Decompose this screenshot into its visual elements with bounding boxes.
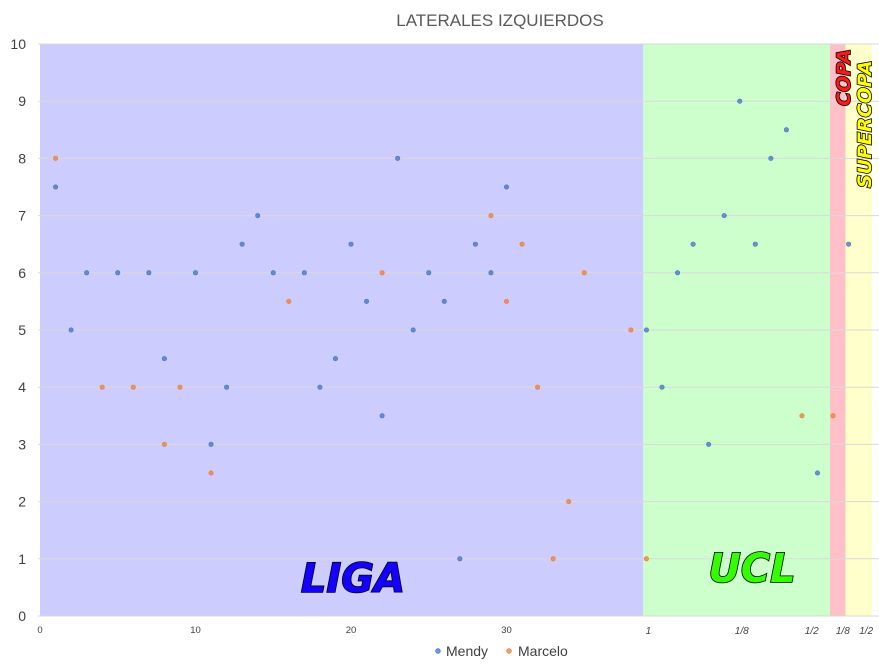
point-marcelo — [379, 270, 385, 276]
point-marcelo — [503, 298, 509, 304]
point-mendy — [301, 270, 307, 276]
y-tick-label: 5 — [18, 322, 26, 338]
point-mendy — [690, 241, 696, 247]
point-marcelo — [99, 384, 105, 390]
band-label-liga: LIGA — [301, 556, 405, 602]
point-mendy — [348, 241, 354, 247]
point-mendy — [395, 155, 401, 161]
point-marcelo — [519, 241, 525, 247]
point-mendy — [503, 184, 509, 190]
point-mendy — [255, 213, 261, 219]
point-marcelo — [628, 327, 634, 333]
point-mendy — [441, 298, 447, 304]
point-marcelo — [161, 441, 167, 447]
chart-title: LATERALES IZQUIERDOS — [396, 11, 604, 30]
point-mendy — [488, 270, 494, 276]
point-mendy — [317, 384, 323, 390]
point-mendy — [84, 270, 90, 276]
point-mendy — [457, 556, 463, 562]
point-marcelo — [177, 384, 183, 390]
legend-marker-marcelo — [506, 648, 512, 654]
stage-tick-label: 1/2 — [805, 626, 819, 637]
y-tick-label: 7 — [18, 208, 26, 224]
point-marcelo — [643, 556, 649, 562]
point-mendy — [472, 241, 478, 247]
point-mendy — [115, 270, 121, 276]
point-marcelo — [566, 499, 572, 505]
legend-label-mendy: Mendy — [446, 643, 488, 659]
y-tick-label: 3 — [18, 436, 26, 452]
point-mendy — [721, 213, 727, 219]
point-mendy — [737, 98, 743, 104]
point-mendy — [426, 270, 432, 276]
point-mendy — [379, 413, 385, 419]
stage-tick-label: 1 — [646, 626, 652, 637]
point-marcelo — [286, 298, 292, 304]
point-mendy — [68, 327, 74, 333]
y-tick-label: 8 — [18, 150, 26, 166]
point-mendy — [643, 327, 649, 333]
x-tick-label: 20 — [346, 625, 357, 636]
point-mendy — [659, 384, 665, 390]
point-marcelo — [830, 413, 836, 419]
point-mendy — [146, 270, 152, 276]
point-marcelo — [550, 556, 556, 562]
y-tick-label: 10 — [10, 36, 26, 52]
point-marcelo — [581, 270, 587, 276]
stage-tick-label: 1/2 — [859, 626, 873, 637]
point-mendy — [270, 270, 276, 276]
x-tick-label: 10 — [190, 625, 201, 636]
point-mendy — [224, 384, 230, 390]
point-marcelo — [535, 384, 541, 390]
y-tick-label: 1 — [18, 551, 26, 567]
point-marcelo — [130, 384, 136, 390]
stage-tick-label: 1/8 — [836, 626, 850, 637]
y-tick-label: 6 — [18, 265, 26, 281]
point-mendy — [364, 298, 370, 304]
y-tick-label: 0 — [18, 608, 26, 624]
band-label-supercopa: SUPERCOPA — [854, 60, 876, 188]
y-tick-label: 9 — [18, 93, 26, 109]
x-tick-label: 0 — [37, 625, 42, 636]
y-tick-label: 2 — [18, 494, 26, 510]
point-mendy — [239, 241, 245, 247]
point-mendy — [675, 270, 681, 276]
point-mendy — [53, 184, 59, 190]
point-mendy — [752, 241, 758, 247]
x-tick-label: 30 — [501, 625, 512, 636]
band-label-copa: COPA — [833, 49, 855, 106]
point-marcelo — [799, 413, 805, 419]
point-mendy — [410, 327, 416, 333]
point-mendy — [846, 241, 852, 247]
point-mendy — [706, 441, 712, 447]
point-mendy — [161, 356, 167, 362]
point-marcelo — [488, 213, 494, 219]
y-tick-label: 4 — [18, 379, 26, 395]
point-mendy — [768, 155, 774, 161]
point-mendy — [193, 270, 199, 276]
point-mendy — [814, 470, 820, 476]
stage-tick-label: 1/8 — [735, 626, 749, 637]
point-mendy — [332, 356, 338, 362]
point-mendy — [208, 441, 214, 447]
legend-marker-mendy — [435, 648, 441, 654]
point-marcelo — [208, 470, 214, 476]
point-marcelo — [53, 155, 59, 161]
point-mendy — [783, 127, 789, 133]
legend-label-marcelo: Marcelo — [518, 643, 568, 659]
band-label-ucl: UCL — [708, 546, 795, 592]
